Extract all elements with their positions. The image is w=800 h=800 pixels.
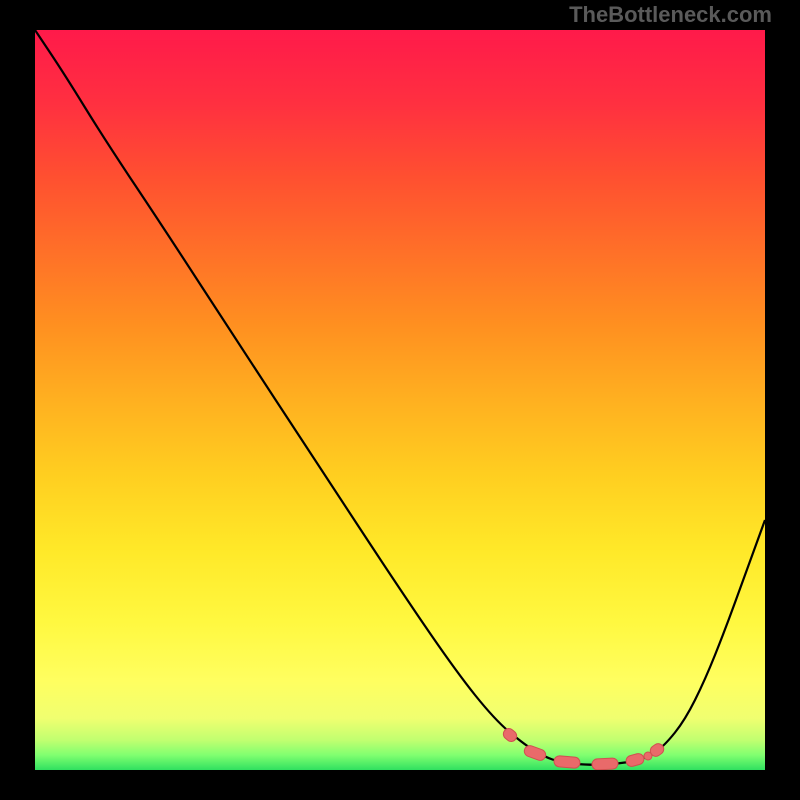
- curve-marker: [501, 726, 519, 743]
- chart-plot-area: [35, 30, 765, 770]
- curve-marker: [625, 752, 645, 767]
- watermark-text: TheBottleneck.com: [569, 2, 772, 28]
- curve-layer: [35, 30, 765, 770]
- curve-marker: [592, 758, 619, 770]
- curve-marker: [523, 744, 547, 762]
- bottleneck-curve: [35, 30, 765, 765]
- curve-marker: [644, 752, 652, 760]
- curve-marker: [554, 755, 581, 768]
